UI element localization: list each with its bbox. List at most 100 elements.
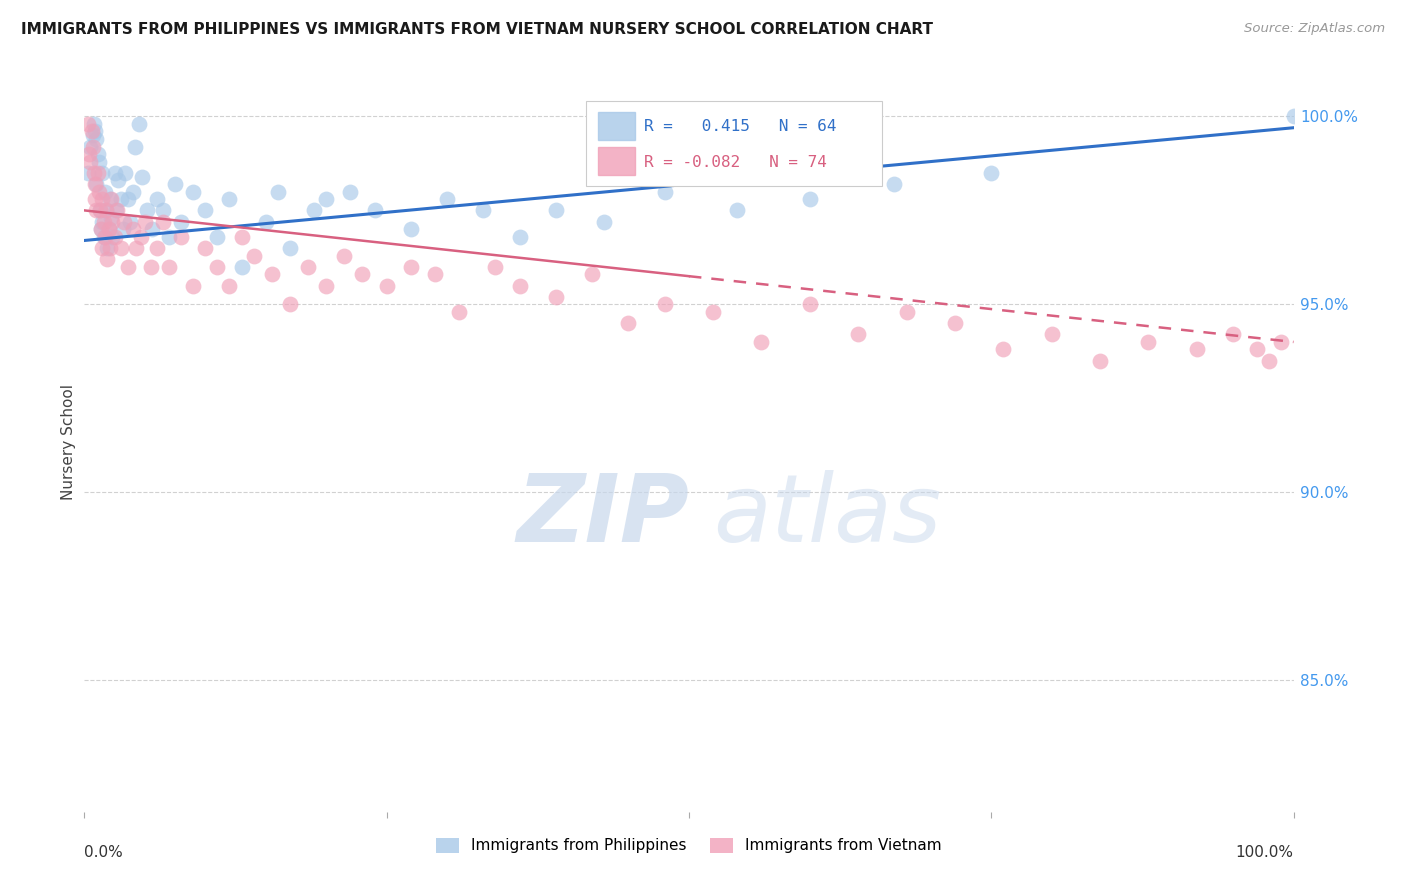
Text: IMMIGRANTS FROM PHILIPPINES VS IMMIGRANTS FROM VIETNAM NURSERY SCHOOL CORRELATIO: IMMIGRANTS FROM PHILIPPINES VS IMMIGRANT… (21, 22, 934, 37)
Point (883, 177, 905, 191)
Point (146, 192, 169, 206)
Point (110, 192, 132, 206)
Point (136, 203, 159, 218)
Point (86, 166, 108, 180)
Point (267, 185, 290, 199)
Point (96, 252, 118, 267)
Point (302, 203, 325, 218)
Point (87, 154, 110, 169)
Point (79, 139, 101, 153)
Point (139, 260, 162, 274)
Point (94, 185, 117, 199)
Point (82, 139, 104, 153)
Text: atlas: atlas (713, 470, 942, 561)
Point (121, 185, 143, 199)
Point (297, 260, 319, 274)
Point (86, 132, 108, 146)
Point (751, 334, 773, 349)
Point (231, 229, 253, 244)
FancyBboxPatch shape (599, 147, 634, 175)
Point (91, 241, 114, 255)
Point (96, 241, 118, 255)
Point (77, 166, 100, 180)
Point (654, 297, 676, 311)
Text: R = -0.082   N = 74: R = -0.082 N = 74 (644, 155, 827, 169)
Point (91, 215, 114, 229)
Point (157, 229, 180, 244)
Point (86, 177, 108, 191)
Point (97, 222, 120, 236)
Point (104, 203, 127, 218)
Point (194, 203, 217, 218)
Point (98, 192, 121, 206)
Point (333, 248, 356, 262)
Point (846, 327, 869, 342)
Point (181, 278, 204, 293)
Point (654, 185, 676, 199)
Point (207, 229, 229, 244)
Point (91, 192, 114, 206)
Point (278, 241, 301, 255)
Point (170, 215, 193, 229)
Point (94, 203, 117, 218)
Point (231, 260, 253, 274)
Point (82, 128, 104, 143)
Point (86, 147, 108, 161)
Point (617, 316, 640, 330)
Point (1088, 353, 1111, 368)
Point (399, 260, 422, 274)
Point (146, 241, 169, 255)
Point (114, 166, 136, 180)
Text: Source: ZipAtlas.com: Source: ZipAtlas.com (1244, 22, 1385, 36)
Point (278, 297, 301, 311)
Point (181, 185, 204, 199)
Point (129, 229, 152, 244)
Point (128, 117, 150, 131)
Point (194, 241, 217, 255)
Point (315, 192, 337, 206)
Point (315, 278, 337, 293)
Point (484, 260, 506, 274)
Point (110, 241, 132, 255)
Point (100, 192, 122, 206)
Point (141, 222, 163, 236)
Point (242, 248, 264, 262)
Point (93, 229, 115, 244)
Point (544, 203, 567, 218)
FancyBboxPatch shape (599, 112, 634, 140)
Point (423, 268, 446, 282)
Point (1040, 327, 1063, 342)
Point (943, 316, 966, 330)
Point (83, 117, 105, 131)
Point (436, 192, 458, 206)
Point (157, 260, 180, 274)
Point (1270, 334, 1292, 349)
Point (218, 192, 240, 206)
Point (104, 166, 127, 180)
Point (84, 124, 107, 138)
Y-axis label: Nursery School: Nursery School (60, 384, 76, 500)
Point (254, 215, 277, 229)
Point (207, 260, 229, 274)
Text: R =   0.415   N = 64: R = 0.415 N = 64 (644, 120, 837, 135)
Point (165, 177, 187, 191)
Point (121, 222, 143, 236)
Point (97, 222, 120, 236)
Text: ZIP: ZIP (516, 469, 689, 562)
Point (84, 177, 107, 191)
Point (352, 268, 374, 282)
Point (93, 215, 115, 229)
Point (101, 215, 124, 229)
Point (799, 297, 821, 311)
Point (509, 278, 531, 293)
Point (152, 215, 174, 229)
Point (449, 305, 471, 319)
Point (94, 203, 117, 218)
Point (91, 166, 114, 180)
Point (896, 305, 918, 319)
Point (98, 241, 121, 255)
Legend: Immigrants from Philippines, Immigrants from Vietnam: Immigrants from Philippines, Immigrants … (430, 831, 948, 860)
Point (77, 117, 100, 131)
Point (363, 203, 385, 218)
Point (84, 192, 107, 206)
